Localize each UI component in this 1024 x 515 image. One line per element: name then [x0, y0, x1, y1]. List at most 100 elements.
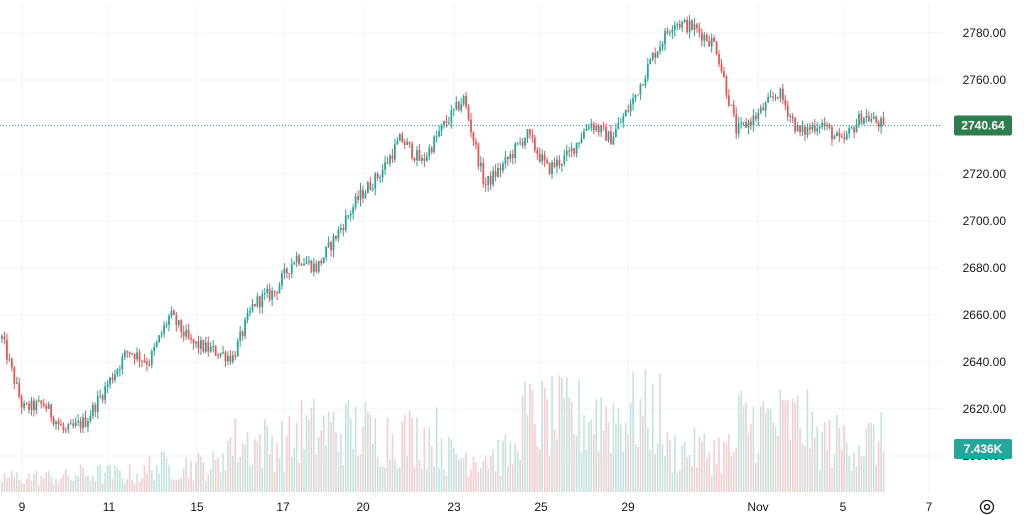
candle-body	[833, 136, 836, 140]
settings-button[interactable]	[979, 499, 995, 515]
volume-bar	[791, 398, 794, 492]
candle-body	[691, 20, 693, 30]
candle-body	[568, 150, 571, 152]
candle-body	[639, 84, 642, 95]
volume-bar	[806, 389, 809, 492]
candle-body	[246, 312, 249, 320]
volume-bar	[77, 476, 79, 492]
candle-body	[799, 125, 801, 133]
x-tick-label: 9	[19, 500, 26, 514]
volume-bar	[6, 478, 8, 492]
volume-bar	[497, 440, 499, 492]
volume-bar	[116, 467, 119, 492]
volume-bar	[580, 452, 583, 492]
volume-bar	[138, 481, 141, 492]
candle-body	[745, 122, 747, 128]
candle-body	[438, 131, 440, 137]
volume-bar	[379, 466, 381, 492]
candle-body	[352, 207, 355, 214]
candle-body	[840, 136, 843, 138]
volume-bar	[197, 452, 200, 492]
candle-body	[789, 115, 792, 117]
volume-bar	[465, 452, 467, 492]
candle-body	[357, 196, 359, 200]
candle-body	[182, 331, 185, 337]
volume-bar	[121, 477, 124, 492]
candle-body	[177, 320, 180, 326]
candle-body	[673, 25, 676, 30]
volume-bar	[190, 460, 192, 492]
volume-bar	[35, 470, 38, 492]
candle-body	[585, 128, 588, 131]
candle-body	[570, 147, 573, 152]
y-tick-label: 2700.00	[963, 214, 1007, 228]
candle-body	[723, 71, 725, 77]
candle-body	[244, 319, 246, 336]
candle-body	[197, 341, 200, 349]
candle-body	[627, 110, 630, 112]
candle-body	[772, 96, 774, 98]
volume-bar	[511, 464, 514, 492]
volume-bar	[55, 479, 57, 492]
candle-body	[261, 294, 264, 307]
volume-bar	[406, 455, 408, 492]
candle-body	[865, 115, 868, 118]
candle-body	[754, 115, 757, 120]
volume-bar	[271, 435, 273, 492]
volume-bar	[484, 456, 487, 492]
candle-body	[730, 104, 733, 106]
price-axis[interactable]: 2600.002620.002640.002660.002680.002700.…	[963, 26, 1007, 463]
volume-bar	[639, 398, 642, 492]
candle-body	[764, 102, 767, 111]
volume-bar	[94, 481, 97, 492]
volume-bar	[696, 467, 698, 492]
volume-bar	[443, 469, 445, 492]
volume-bar	[556, 438, 558, 492]
candle-body	[487, 175, 490, 185]
volume-bar	[310, 407, 313, 492]
volume-bar	[283, 472, 286, 492]
volume-bar	[305, 414, 308, 492]
candle-body	[72, 423, 75, 426]
volume-bar	[374, 418, 377, 492]
volume-bar	[811, 411, 814, 492]
volume-bar	[457, 459, 460, 492]
time-axis[interactable]: 9 11 15 17 20 23 25 29 Nov 5 7	[19, 500, 933, 514]
volume-bar	[833, 453, 836, 492]
volume-bar	[597, 451, 600, 492]
candle-body	[651, 53, 654, 60]
candle-body	[637, 94, 639, 96]
candle-body	[516, 142, 519, 144]
volume-bar	[362, 427, 364, 492]
candle-body	[170, 310, 173, 316]
candle-body	[366, 182, 369, 194]
candle-body	[720, 64, 723, 72]
candle-body	[364, 193, 367, 199]
volume-bar	[408, 410, 411, 492]
candle-body	[249, 310, 251, 313]
candle-body	[266, 288, 269, 294]
volume-bar	[13, 477, 16, 492]
volume-bar	[359, 453, 362, 492]
candle-body	[273, 290, 276, 293]
volume-bar	[762, 401, 765, 492]
volume-bar	[430, 446, 433, 492]
volume-bar	[794, 402, 796, 492]
volume-bar	[519, 459, 521, 492]
volume-bar	[143, 465, 146, 492]
candle-body	[153, 346, 156, 352]
candle-body	[592, 123, 595, 131]
volume-bar	[421, 468, 423, 492]
volume-bar	[317, 437, 320, 492]
volume-bar	[131, 479, 133, 492]
volume-bar	[74, 474, 77, 492]
candle-body	[214, 346, 217, 356]
candle-body	[200, 340, 202, 349]
volume-bar	[656, 443, 659, 492]
candle-body	[443, 121, 445, 125]
volume-bar	[281, 420, 283, 492]
candle-body	[101, 395, 104, 400]
volume-bar	[60, 478, 62, 492]
candle-body	[87, 421, 89, 427]
